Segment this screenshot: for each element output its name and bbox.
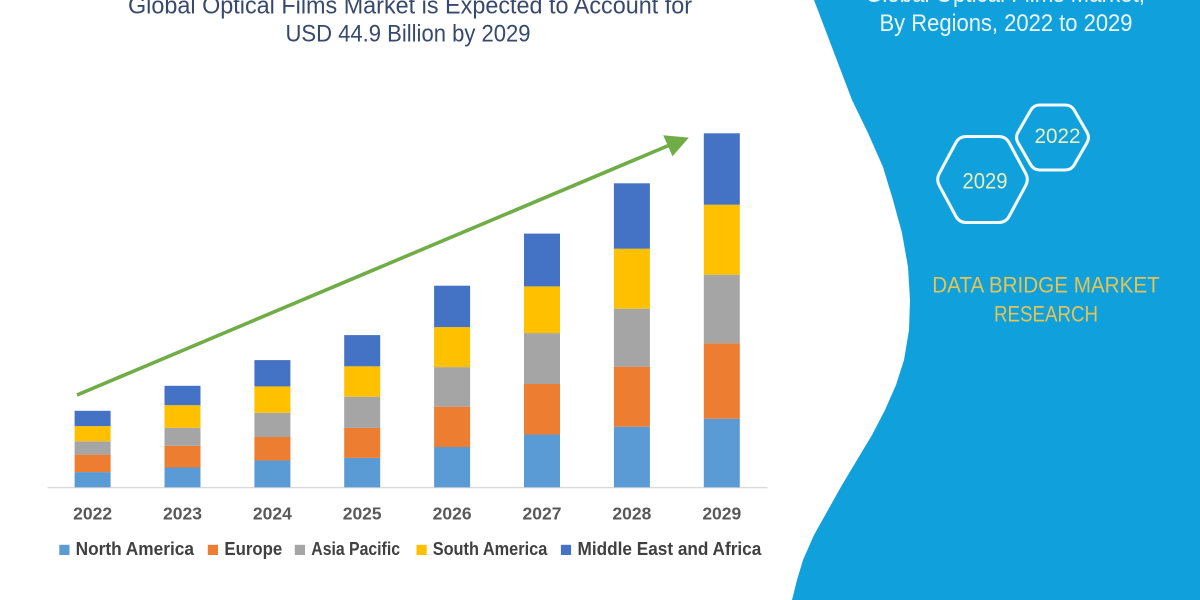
svg-text:2027: 2027	[523, 503, 562, 523]
svg-text:2029: 2029	[963, 169, 1008, 194]
svg-text:2023: 2023	[163, 503, 202, 523]
svg-text:RESEARCH: RESEARCH	[994, 302, 1098, 327]
svg-text:2026: 2026	[433, 503, 472, 523]
svg-text:2022: 2022	[73, 503, 112, 523]
svg-text:South America: South America	[433, 539, 548, 559]
svg-text:2029: 2029	[702, 503, 741, 523]
svg-text:Global Optical Films Market,: Global Optical Films Market,	[865, 0, 1145, 8]
svg-text:2024: 2024	[253, 503, 292, 523]
svg-text:By Regions, 2022 to 2029: By Regions, 2022 to 2029	[880, 10, 1133, 37]
svg-text:Asia Pacific: Asia Pacific	[311, 539, 400, 559]
svg-text:2022: 2022	[1035, 125, 1081, 148]
svg-text:Middle East and Africa: Middle East and Africa	[578, 539, 763, 559]
svg-text:Global Optical Films Market is: Global Optical Films Market is Expected …	[128, 0, 692, 20]
svg-text:USD 44.9 Billion by 2029: USD 44.9 Billion by 2029	[286, 21, 531, 48]
svg-text:North America: North America	[76, 539, 195, 559]
svg-text:2025: 2025	[343, 503, 382, 523]
svg-text:Europe: Europe	[224, 539, 282, 559]
svg-text:2028: 2028	[612, 503, 651, 523]
svg-text:DATA BRIDGE MARKET: DATA BRIDGE MARKET	[932, 273, 1160, 298]
